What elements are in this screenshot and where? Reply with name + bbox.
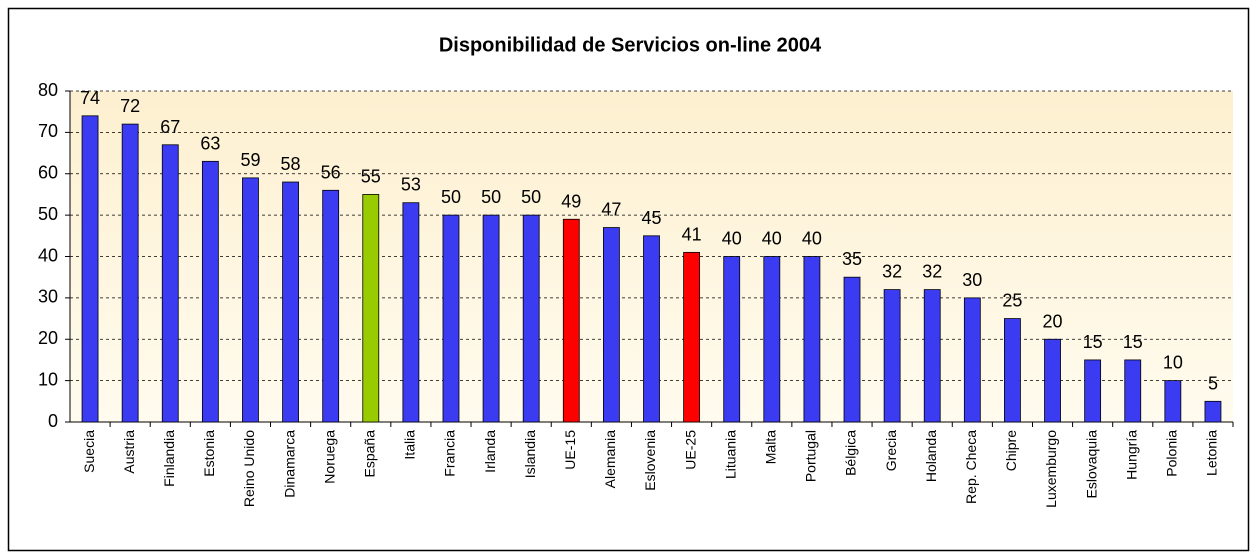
data-label: 40 xyxy=(722,229,742,249)
data-label: 50 xyxy=(441,187,461,207)
data-label: 10 xyxy=(1163,353,1183,373)
y-tick-label: 0 xyxy=(48,411,58,431)
x-tick-label: España xyxy=(361,430,377,478)
data-label: 74 xyxy=(80,88,100,108)
y-tick-label: 20 xyxy=(38,328,58,348)
x-tick-label: Malta xyxy=(763,430,779,464)
bar xyxy=(242,177,259,423)
x-tick-label: Eslovenia xyxy=(642,430,658,491)
bar xyxy=(1124,359,1142,423)
data-label: 20 xyxy=(1043,311,1063,331)
bar xyxy=(322,189,340,423)
x-tick-label: Bélgica xyxy=(843,430,859,476)
bar xyxy=(643,235,660,423)
data-label: 72 xyxy=(120,96,140,116)
x-tick-label: Hungría xyxy=(1123,430,1139,480)
bar xyxy=(161,144,179,423)
data-label: 15 xyxy=(1123,332,1143,352)
x-tick-label: Chipre xyxy=(1003,430,1019,471)
x-tick-label: Grecia xyxy=(883,430,899,471)
data-label: 47 xyxy=(601,200,621,220)
x-tick-label: Letonia xyxy=(1204,430,1220,476)
data-label: 50 xyxy=(481,187,501,207)
bar xyxy=(402,202,420,423)
x-tick-label: Austria xyxy=(121,430,137,474)
data-label: 41 xyxy=(682,224,702,244)
bar xyxy=(803,256,821,423)
data-label: 55 xyxy=(361,166,381,186)
bar xyxy=(1044,338,1061,423)
bar xyxy=(963,297,981,423)
x-tick-label: Portugal xyxy=(803,430,819,482)
y-tick-label: 40 xyxy=(38,245,58,265)
x-tick-label: Rep. Checa xyxy=(963,430,979,504)
data-label: 63 xyxy=(200,133,220,153)
y-tick-label: 80 xyxy=(38,80,58,100)
x-tick-label: Suecia xyxy=(81,430,97,473)
data-label: 56 xyxy=(321,162,341,182)
data-label: 5 xyxy=(1208,373,1218,393)
bar xyxy=(843,276,861,423)
x-tick-label: Luxemburgo xyxy=(1043,430,1059,508)
x-tick-label: Lituania xyxy=(722,430,738,479)
x-tick-label: Alemania xyxy=(602,430,618,489)
bar xyxy=(482,214,500,423)
data-label: 25 xyxy=(1002,291,1022,311)
data-label: 67 xyxy=(160,117,180,137)
chart-title: Disponibilidad de Servicios on-line 2004 xyxy=(439,34,822,56)
bar xyxy=(201,160,219,423)
bar xyxy=(602,227,620,423)
y-tick-label: 50 xyxy=(38,204,58,224)
bar xyxy=(442,214,460,423)
data-label: 58 xyxy=(281,154,301,174)
x-tick-label: UE-25 xyxy=(682,430,698,470)
x-tick-label: Noruega xyxy=(321,430,337,484)
bar xyxy=(923,289,941,423)
x-tick-label: Irlanda xyxy=(482,430,498,473)
bar xyxy=(1204,400,1222,423)
x-tick-label: Finlandia xyxy=(161,430,177,487)
bar xyxy=(522,214,540,423)
bar xyxy=(1084,359,1102,423)
x-tick-label: Polonia xyxy=(1164,430,1180,477)
data-label: 59 xyxy=(240,150,260,170)
x-tick-label: Holanda xyxy=(923,430,939,482)
bar xyxy=(562,218,580,423)
bar xyxy=(683,251,701,423)
x-tick-label: Reino Unido xyxy=(241,430,257,507)
data-label: 53 xyxy=(401,175,421,195)
data-label: 15 xyxy=(1083,332,1103,352)
y-tick-label: 30 xyxy=(38,287,58,307)
data-label: 30 xyxy=(962,270,982,290)
bar xyxy=(1164,380,1182,423)
data-label: 35 xyxy=(842,249,862,269)
y-tick-label: 10 xyxy=(38,369,58,389)
bar xyxy=(282,181,299,423)
data-label: 40 xyxy=(762,229,782,249)
y-tick-label: 60 xyxy=(38,163,58,183)
data-label: 50 xyxy=(521,187,541,207)
bar xyxy=(763,256,781,423)
x-tick-label: Francia xyxy=(442,430,458,477)
data-label: 32 xyxy=(882,262,902,282)
x-tick-label: UE-15 xyxy=(562,430,578,470)
x-tick-label: Eslovaquia xyxy=(1083,430,1099,499)
bar xyxy=(883,289,901,423)
x-tick-label: Estonia xyxy=(201,430,217,477)
x-tick-label: Islandia xyxy=(522,430,538,478)
bar xyxy=(362,194,380,423)
data-label: 45 xyxy=(641,208,661,228)
data-label: 49 xyxy=(561,191,581,211)
data-label: 32 xyxy=(922,262,942,282)
bar xyxy=(121,123,139,423)
x-tick-label: Dinamarca xyxy=(281,430,297,498)
y-tick-label: 70 xyxy=(38,121,58,141)
bar xyxy=(1004,318,1021,423)
x-tick-label: Italia xyxy=(402,430,418,460)
bar xyxy=(723,256,741,423)
data-label: 40 xyxy=(802,229,822,249)
bar xyxy=(81,115,99,423)
